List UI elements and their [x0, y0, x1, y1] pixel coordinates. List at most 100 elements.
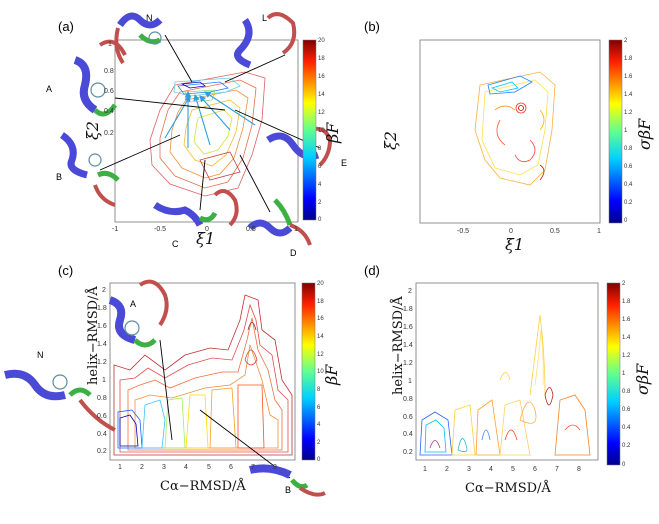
molecule-inset-B-c: B: [249, 464, 326, 497]
colorbar-tick: 1.4: [624, 92, 633, 98]
y-ticks-a: 1 0.8 0.6 0.4 0.2: [104, 41, 114, 137]
x-tick: 1: [423, 466, 427, 473]
colorbar-d: [606, 282, 621, 466]
panel-label-d: (d): [364, 263, 380, 278]
molecule-inset-L: L: [234, 12, 297, 69]
colorbar-tick: 0: [624, 218, 628, 224]
x-tick: 0.5: [246, 226, 256, 233]
y-tick: 0.6: [97, 413, 107, 420]
y-tick: 1.2: [97, 359, 107, 366]
x-ticks-a: -1 -0.5 0 0.5 1: [112, 226, 298, 233]
colorbar-tick: 1.2: [624, 110, 633, 116]
y-tick: 0.8: [104, 68, 114, 75]
molecule-inset-A-c: A: [108, 279, 169, 348]
colorbar-tick: 8: [317, 387, 321, 393]
contours-b: [474, 71, 556, 186]
colorbar-c: [301, 282, 316, 461]
colorbar-tick: 4: [318, 182, 322, 188]
plot-frame-d: [415, 282, 599, 461]
inset-molecules-c: A N B: [4, 279, 326, 497]
colorbar-tick: 1: [624, 128, 628, 134]
x-tick: 4: [489, 466, 493, 473]
colorbar-label-a: βF: [323, 122, 342, 144]
colorbar-tick: 1.4: [622, 335, 631, 341]
colorbar-tick: 0.6: [622, 407, 631, 413]
colorbar-tick: 0.4: [622, 425, 631, 431]
panel-label-c: (c): [58, 263, 73, 278]
inset-label-A: A: [46, 84, 52, 94]
colorbar-label-c: βF: [322, 364, 341, 386]
colorbar-tick: 18: [317, 299, 324, 305]
colorbar-ticks-c: 20 18 16 14 12 10 8 6 4 2 0: [317, 281, 324, 463]
plot-frame-c: [109, 282, 296, 461]
x-axis-label-d: Cα−RMSD/Å: [465, 480, 551, 496]
colorbar-tick: 12: [318, 110, 325, 116]
y-tick: 1: [108, 41, 112, 48]
colorbar-ticks-a: 20 18 16 14 12 10 8 6 4 2 0: [318, 38, 325, 223]
colorbar-b: [608, 39, 623, 224]
colorbar-a: [302, 39, 317, 221]
x-tick: -0.5: [154, 226, 166, 233]
colorbar-tick: 20: [318, 38, 325, 44]
colorbar-tick: 6: [317, 405, 321, 411]
x-tick: 0: [205, 226, 209, 233]
inset-molecules-a: N L A B: [46, 12, 347, 258]
x-tick: 8: [577, 466, 581, 473]
colorbar-ticks-d: 2 1.8 1.6 1.4 1.2 1 0.8 0.6 0.4 0.2 0: [622, 281, 631, 468]
molecule-inset-A: A: [46, 39, 127, 117]
y-tick: 0.2: [403, 449, 413, 456]
colorbar-tick: 14: [318, 92, 325, 98]
x-tick: 3: [467, 466, 471, 473]
y-axis-label-c: helix−RMSD/Å: [85, 286, 101, 385]
panel-a: N L A B: [46, 12, 347, 258]
colorbar-tick: 0: [622, 462, 626, 468]
x-tick: 0.5: [550, 228, 560, 235]
colorbar-tick: 1.8: [622, 299, 631, 305]
colorbar-label-b: σβF: [635, 118, 654, 150]
colorbar-tick: 2: [317, 440, 321, 446]
y-tick: 0.2: [97, 448, 107, 455]
colorbar-tick: 1.2: [622, 353, 631, 359]
panel-b: -0.5 0 0.5 1 ξ1 ξ2 2 1.8 1.6 1.4 1.2 1 0…: [381, 38, 654, 254]
y-ticks-c: 0.2 0.4 0.6 0.8 1 1.2 1.4 1.6 1.8 2: [97, 287, 107, 455]
colorbar-tick: 0: [317, 457, 321, 463]
x-tick: 1: [118, 464, 122, 471]
x-ticks-c: 1 2 3 4 5 6 7 8: [118, 464, 277, 471]
x-tick: 2: [445, 466, 449, 473]
plot-frame-a: [114, 39, 299, 223]
colorbar-tick: 2: [318, 200, 322, 206]
contours-a: [149, 71, 266, 197]
x-tick: 2: [140, 464, 144, 471]
y-tick: 0.4: [104, 108, 114, 115]
x-tick: 5: [207, 464, 211, 471]
x-axis-label-a: ξ1: [196, 229, 215, 248]
y-tick: 1.4: [97, 341, 107, 348]
molecule-inset-D: D: [247, 198, 312, 258]
transition-arrows-a: [164, 90, 256, 148]
x-tick: -0.5: [457, 228, 469, 235]
inset-label-N-c: N: [37, 350, 44, 360]
panel-c: A N B 1 2 3 4 5 6 7 8: [4, 279, 341, 497]
x-tick: 5: [511, 466, 515, 473]
molecule-inset-B: B: [56, 132, 120, 207]
x-tick: 7: [555, 466, 559, 473]
inset-label-A-c: A: [130, 299, 136, 309]
colorbar-tick: 10: [318, 128, 325, 134]
pointer-lines-c: [159, 339, 291, 479]
y-ticks-d: 0.2 0.4 0.6 0.8 1 1.2 1.4 1.6 1.8 2: [403, 288, 413, 456]
y-axis-label-b: ξ2: [381, 131, 400, 150]
x-tick: 8: [273, 464, 277, 471]
colorbar-tick: 0.2: [624, 200, 633, 206]
pointer-lines-a: [99, 34, 321, 213]
y-tick: 2: [102, 287, 106, 294]
inset-label-C: C: [172, 239, 179, 249]
colorbar-tick: 12: [317, 352, 324, 358]
inset-label-D: D: [290, 248, 297, 258]
x-tick: 6: [533, 466, 537, 473]
colorbar-tick: 18: [318, 56, 325, 62]
colorbar-tick: 16: [318, 74, 325, 80]
inset-label-E: E: [341, 158, 347, 168]
panel-label-b: (b): [364, 19, 380, 34]
x-tick: 6: [229, 464, 233, 471]
colorbar-tick: 2: [624, 38, 628, 44]
